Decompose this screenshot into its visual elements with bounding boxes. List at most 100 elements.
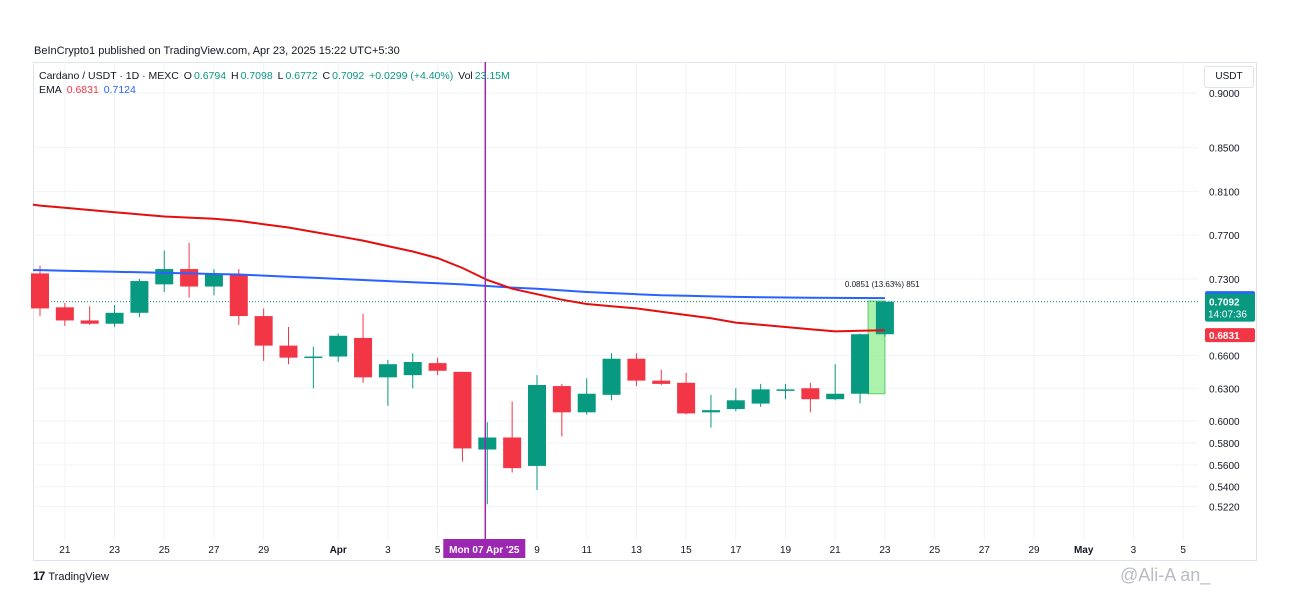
candle-body bbox=[503, 437, 522, 469]
x-tick-label: 29 bbox=[258, 545, 270, 556]
x-tick-label: 27 bbox=[979, 545, 991, 556]
candle-body bbox=[801, 388, 820, 400]
y-tick-label: 0.5400 bbox=[1209, 483, 1240, 494]
currency-button[interactable]: USDT bbox=[1204, 66, 1254, 88]
candle-body bbox=[354, 337, 373, 378]
y-tick-label: 0.5600 bbox=[1209, 461, 1240, 472]
price-tag-countdown: 14:07:36 bbox=[1208, 310, 1247, 321]
x-tick-label: 25 bbox=[929, 545, 941, 556]
candle-body bbox=[528, 384, 546, 466]
tradingview-logo[interactable]: 17 TradingView bbox=[33, 569, 109, 583]
legend-open: 0.6794 bbox=[193, 70, 227, 82]
x-tick-label: 21 bbox=[830, 545, 842, 556]
candle-body bbox=[776, 389, 795, 391]
candle-body bbox=[229, 274, 248, 317]
legend-ema-blue-value: 0.7124 bbox=[103, 84, 136, 96]
price-tag-close: 0.7092 bbox=[1209, 298, 1240, 309]
candle-body bbox=[478, 437, 497, 450]
publisher-line: BeInCrypto1 published on TradingView.com… bbox=[34, 45, 400, 57]
candle-body bbox=[652, 380, 671, 384]
candle-body bbox=[875, 301, 894, 335]
x-tick-label: 11 bbox=[582, 545, 593, 556]
y-tick-label: 0.7300 bbox=[1209, 275, 1240, 286]
ema-red-line bbox=[39, 204, 885, 333]
candle-body bbox=[552, 386, 571, 413]
legend-close: 0.7092 bbox=[332, 70, 365, 82]
price-tag-ema-red-bg bbox=[1205, 328, 1255, 343]
candle-body bbox=[826, 393, 845, 400]
candle-body bbox=[701, 410, 720, 413]
x-tick-label: 23 bbox=[879, 545, 891, 556]
x-tick-label: 21 bbox=[59, 545, 71, 556]
candle-body bbox=[279, 345, 298, 358]
x-tick-label: 5 bbox=[435, 545, 441, 556]
legend-vol-label: Vol bbox=[458, 70, 473, 82]
legend-high: 0.7098 bbox=[240, 70, 273, 82]
legend-low-label: L bbox=[277, 70, 284, 82]
x-tick-label: 9 bbox=[534, 545, 540, 556]
y-tick-label: 0.6300 bbox=[1209, 384, 1240, 395]
candle-body bbox=[31, 273, 49, 309]
legend-close-label: C bbox=[322, 70, 331, 82]
candle-body bbox=[751, 389, 770, 404]
candle-body bbox=[254, 316, 273, 346]
candle-body bbox=[851, 334, 870, 394]
tradingview-mark-icon: 17 bbox=[33, 569, 45, 583]
chart-frame bbox=[33, 62, 1257, 561]
crosshair-date-label: Mon 07 Apr '25 bbox=[449, 545, 520, 556]
candle-body bbox=[204, 274, 223, 287]
legend-symbol[interactable]: Cardano / USDT · 1D · MEXC bbox=[39, 70, 179, 82]
candle-body bbox=[378, 364, 397, 378]
x-tick-label: 27 bbox=[208, 545, 220, 556]
candle-body bbox=[105, 312, 124, 324]
candle-body bbox=[428, 363, 447, 371]
price-tag-close-bg bbox=[1205, 293, 1255, 322]
x-tick-label: 15 bbox=[681, 545, 693, 556]
legend-vol: 23.15M bbox=[474, 70, 510, 82]
price-tag-ema-red: 0.6831 bbox=[1209, 331, 1240, 342]
legend-row-symbol: Cardano / USDT · 1D · MEXC O 0.6794 H 0.70… bbox=[39, 69, 512, 83]
candle-body bbox=[180, 269, 199, 287]
x-tick-label: 29 bbox=[1028, 545, 1040, 556]
x-tick-label: 23 bbox=[109, 545, 121, 556]
candle-body bbox=[726, 400, 745, 410]
legend-change: +0.0299 (+4.40%) bbox=[369, 70, 454, 82]
projection-label: 0.0851 (13.63%) 851 bbox=[845, 280, 920, 289]
y-tick-label: 0.9000 bbox=[1209, 89, 1240, 100]
y-tick-label: 0.6600 bbox=[1209, 351, 1240, 362]
y-tick-label: 0.6000 bbox=[1209, 417, 1240, 428]
legend-high-label: H bbox=[230, 70, 239, 82]
candle-body bbox=[403, 362, 422, 376]
candle-body bbox=[602, 358, 621, 395]
legend-low: 0.6772 bbox=[285, 70, 318, 82]
legend-ema-label[interactable]: EMA bbox=[39, 84, 62, 96]
candle-body bbox=[130, 281, 149, 313]
candle-body bbox=[577, 393, 596, 413]
candle-body bbox=[677, 382, 696, 414]
y-tick-label: 0.8500 bbox=[1209, 144, 1240, 155]
candle-body bbox=[55, 307, 74, 321]
x-tick-label: 19 bbox=[780, 545, 792, 556]
legend-row-ema: EMA 0.6831 0.7124 bbox=[39, 83, 512, 97]
candle-body bbox=[627, 358, 646, 381]
x-tick-label: 13 bbox=[631, 545, 643, 556]
candle-body bbox=[80, 320, 99, 324]
legend-open-label: O bbox=[183, 70, 192, 82]
watermark: @Ali-A an_ bbox=[1120, 565, 1211, 585]
candle-body bbox=[329, 335, 348, 357]
x-tick-label: 5 bbox=[1180, 545, 1186, 556]
y-tick-label: 0.5220 bbox=[1209, 502, 1240, 513]
candle-body bbox=[304, 356, 323, 359]
chart-legend: Cardano / USDT · 1D · MEXC O 0.6794 H 0.70… bbox=[39, 69, 512, 97]
y-tick-label: 0.7700 bbox=[1209, 231, 1240, 242]
x-tick-label: 3 bbox=[1131, 545, 1137, 556]
x-tick-label: 25 bbox=[159, 545, 171, 556]
legend-ema-red-value: 0.6831 bbox=[66, 84, 99, 96]
ema-blue-line bbox=[39, 269, 885, 300]
candle-body bbox=[155, 269, 174, 285]
x-tick-label: 3 bbox=[385, 545, 391, 556]
y-tick-label: 0.8100 bbox=[1209, 187, 1240, 198]
x-tick-label: Apr bbox=[330, 545, 347, 556]
x-tick-label: 17 bbox=[730, 545, 742, 556]
